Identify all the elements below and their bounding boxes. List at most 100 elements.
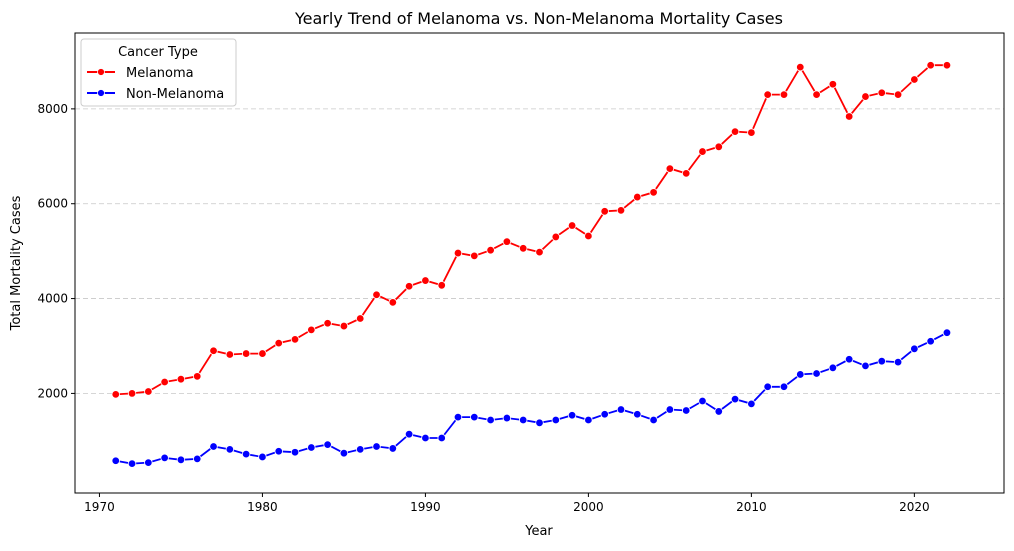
data-point [258, 452, 267, 462]
data-point [535, 418, 544, 428]
data-point [470, 251, 479, 261]
data-point [193, 454, 202, 464]
data-point [730, 127, 740, 136]
data-point [307, 443, 316, 452]
data-point [600, 410, 609, 419]
data-point [812, 90, 821, 99]
data-point [714, 407, 723, 416]
data-point [486, 415, 495, 425]
data-point [404, 429, 414, 439]
data-point [372, 290, 381, 299]
data-point [144, 458, 153, 467]
data-point [567, 411, 577, 420]
x-axis-label: Year [524, 524, 553, 539]
data-point [421, 433, 430, 443]
legend-entry-non-melanoma: Non-Melanoma [87, 87, 224, 102]
data-point [844, 355, 854, 364]
data-point [241, 449, 251, 459]
data-point [910, 344, 919, 354]
series-line [115, 64, 947, 396]
data-point [160, 453, 169, 463]
data-point [323, 440, 332, 449]
legend-entry-melanoma: Melanoma [87, 66, 194, 81]
data-point [356, 314, 365, 323]
data-point [356, 445, 365, 454]
data-point [779, 90, 789, 99]
data-point [144, 387, 153, 396]
data-point [763, 90, 772, 99]
data-point [453, 412, 463, 422]
data-point [209, 442, 218, 451]
y-tick-label: 6000 [37, 197, 68, 211]
x-tick-label: 2010 [736, 500, 767, 514]
data-point [796, 62, 805, 72]
data-point [307, 325, 316, 335]
data-point [910, 75, 919, 84]
x-tick-label: 1990 [410, 500, 441, 514]
data-point [111, 390, 120, 399]
data-point [160, 377, 169, 387]
data-point [844, 112, 854, 121]
data-point [453, 248, 463, 258]
x-tick-label: 1980 [247, 500, 278, 514]
data-point [681, 169, 691, 178]
legend-label: Non-Melanoma [126, 87, 224, 102]
data-point [584, 231, 593, 241]
data-point [290, 448, 300, 457]
x-tick-label: 2020 [899, 500, 930, 514]
data-point [535, 247, 544, 257]
data-point [388, 444, 398, 453]
data-point [926, 337, 935, 346]
data-point [274, 447, 283, 456]
data-point [649, 415, 658, 425]
data-point [616, 206, 626, 215]
data-point [258, 349, 267, 358]
x-axis: 1970 1980 1990 2000 2010 2020 [84, 493, 930, 514]
data-point [567, 221, 577, 230]
data-point [551, 415, 560, 425]
data-point [698, 147, 707, 156]
data-point [763, 382, 772, 391]
data-point [649, 188, 658, 197]
x-tick-label: 2000 [573, 500, 604, 514]
y-axis: 2000 4000 6000 8000 [37, 102, 75, 400]
data-point [519, 244, 528, 253]
data-point [339, 321, 349, 331]
data-point [502, 237, 512, 246]
data-point [176, 455, 186, 465]
legend-label: Melanoma [126, 66, 194, 81]
series-group [111, 61, 952, 468]
data-point [470, 412, 479, 422]
y-tick-label: 2000 [37, 386, 68, 400]
data-point [388, 298, 398, 307]
data-point [747, 399, 756, 409]
data-point [600, 207, 609, 216]
series-non-melanoma [111, 328, 952, 468]
data-point [502, 413, 512, 423]
data-point [633, 192, 642, 202]
data-point [339, 448, 349, 458]
data-point [290, 335, 300, 344]
data-point [551, 232, 560, 242]
legend-box [80, 38, 237, 107]
y-tick-label: 8000 [37, 102, 68, 116]
data-point [796, 370, 805, 379]
data-point [225, 445, 235, 454]
legend-title: Cancer Type [118, 45, 198, 60]
data-point [714, 142, 723, 152]
data-point [893, 357, 903, 367]
data-point [274, 338, 283, 348]
data-point [893, 90, 903, 99]
data-point [812, 369, 821, 378]
data-point [486, 245, 495, 255]
data-point [176, 374, 186, 384]
series-line [115, 331, 948, 465]
data-point [421, 276, 430, 285]
legend: Cancer Type Melanoma Non-Melanoma [80, 38, 237, 107]
data-point [730, 394, 740, 404]
x-tick-label: 1970 [84, 500, 115, 514]
data-point [681, 406, 691, 415]
data-point [209, 346, 218, 355]
data-point [926, 61, 935, 70]
